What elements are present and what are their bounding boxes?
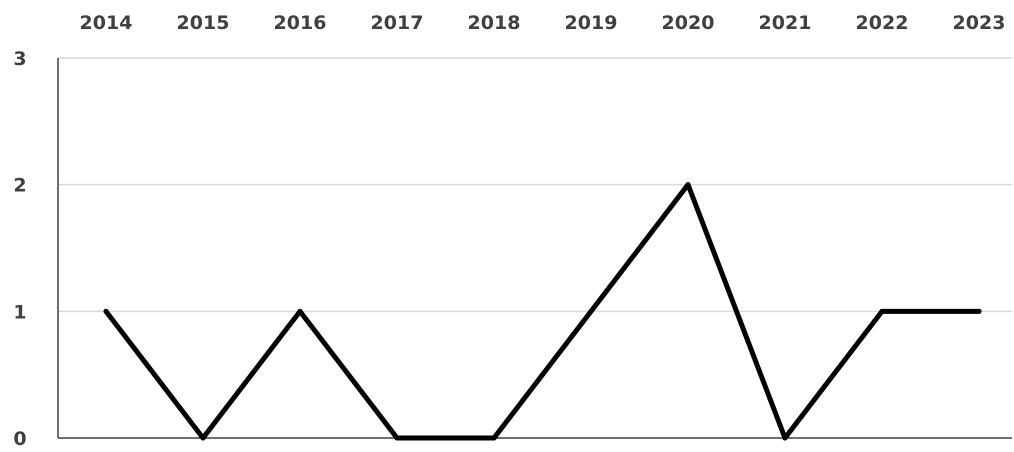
data-point	[685, 182, 691, 188]
x-tick-label: 2019	[565, 12, 618, 34]
y-tick-label: 1	[13, 301, 26, 323]
x-tick-label: 2015	[177, 12, 230, 34]
data-point	[491, 435, 497, 441]
y-tick-labels: 0 1 2 3	[13, 48, 26, 450]
x-tick-label: 2016	[274, 12, 327, 34]
data-point	[394, 435, 400, 441]
y-tick-label: 0	[13, 428, 26, 448]
y-tick-label: 2	[13, 175, 26, 197]
x-tick-label: 2020	[662, 12, 715, 34]
x-tick-labels: 2014 2015 2016 2017 2018 2019 2020 2021 2022 2023	[80, 12, 1006, 34]
data-point	[782, 435, 788, 441]
data-point	[976, 308, 982, 314]
gridlines	[58, 57, 1012, 313]
x-tick-label: 2014	[80, 12, 133, 34]
data-point	[879, 308, 885, 314]
x-tick-label: 2023	[953, 12, 1006, 34]
axes	[57, 58, 1012, 439]
series-lines	[103, 182, 982, 441]
data-point	[103, 308, 109, 314]
series-line-0	[103, 182, 982, 441]
x-tick-label: 2021	[759, 12, 812, 34]
x-tick-label: 2018	[468, 12, 521, 34]
y-tick-label: 3	[13, 48, 26, 70]
data-point	[588, 308, 594, 314]
x-tick-label: 2022	[856, 12, 909, 34]
x-tick-label: 2017	[371, 12, 424, 34]
data-point	[200, 435, 206, 441]
data-point	[297, 308, 303, 314]
